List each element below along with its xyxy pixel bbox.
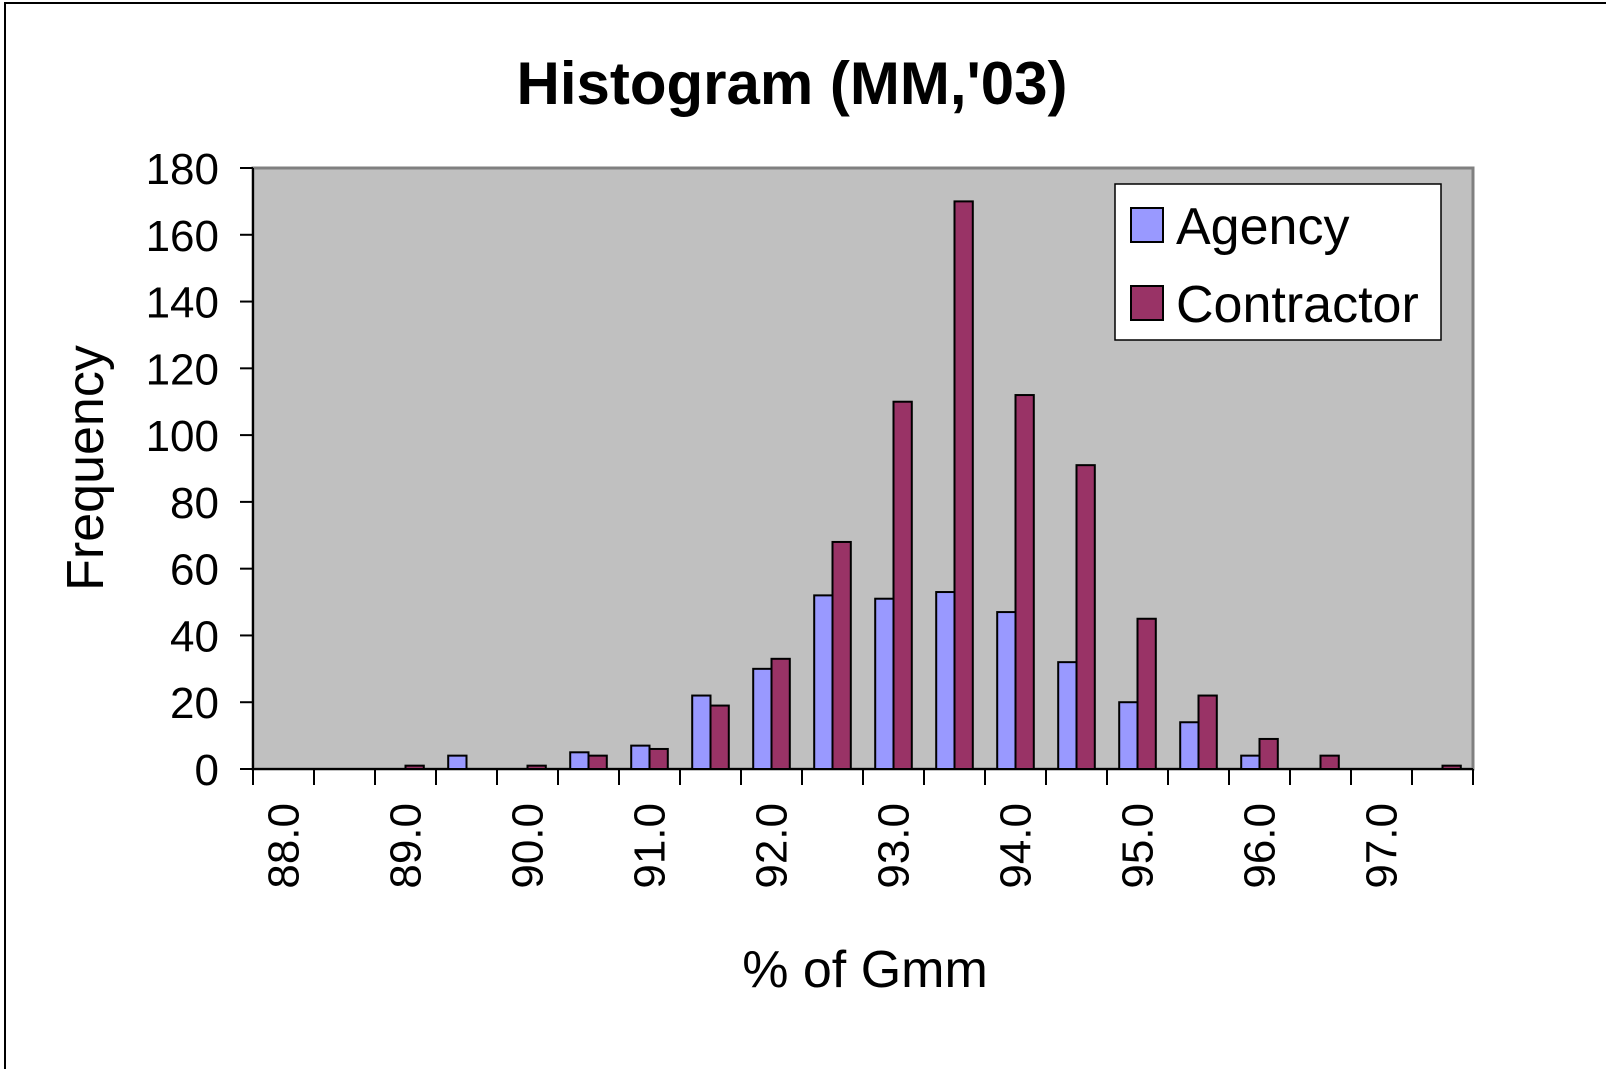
y-tick-label: 140 (146, 279, 219, 328)
x-tick-label: 91.0 (626, 803, 675, 889)
x-tick-label: 90.0 (504, 803, 553, 889)
y-tick-label: 40 (170, 612, 219, 661)
bar (953, 200, 974, 770)
x-tick-label: 93.0 (870, 803, 919, 889)
x-tick-label: 89.0 (382, 803, 431, 889)
bar (831, 540, 852, 771)
bar (587, 754, 608, 771)
x-tick-label: 92.0 (748, 803, 797, 889)
y-tick-label: 60 (170, 546, 219, 595)
legend-swatch (1130, 285, 1164, 321)
y-tick-label: 160 (146, 212, 219, 261)
y-axis-label: Frequency (57, 345, 115, 591)
bar (1057, 661, 1078, 771)
bar (996, 611, 1017, 770)
x-axis-label: % of Gmm (742, 941, 988, 999)
bar (752, 667, 773, 770)
bar (1179, 721, 1200, 770)
chart-title: Histogram (MM,'03) (517, 50, 1068, 117)
bar (1319, 754, 1340, 771)
x-tick-label: 96.0 (1236, 803, 1285, 889)
legend-swatch (1130, 207, 1164, 243)
x-tick-label: 97.0 (1358, 803, 1407, 889)
y-tick-label: 180 (146, 145, 219, 194)
y-tick-label: 80 (170, 479, 219, 528)
bar (1136, 617, 1157, 770)
legend-label: Contractor (1176, 276, 1419, 334)
y-tick-label: 0 (195, 746, 219, 795)
bar (1118, 701, 1139, 771)
legend-box (1114, 183, 1442, 341)
bar (770, 657, 791, 770)
bar (569, 751, 590, 770)
legend: Agency Contractor (1114, 183, 1442, 341)
bar (1240, 754, 1261, 771)
y-tick-label: 120 (146, 345, 219, 394)
bar (1258, 737, 1279, 771)
x-tick-label: 94.0 (992, 803, 1041, 889)
bar (1075, 464, 1096, 770)
bar (447, 754, 468, 771)
bar (1197, 694, 1218, 770)
bar (709, 704, 730, 770)
x-tick-label: 88.0 (260, 803, 309, 889)
legend-label: Agency (1176, 198, 1349, 256)
bar (691, 694, 712, 770)
bar (874, 597, 895, 771)
bar (1014, 394, 1035, 770)
x-tick-label: 95.0 (1114, 803, 1163, 889)
bar (892, 400, 913, 770)
bar (813, 594, 834, 771)
bar (935, 591, 956, 770)
y-tick-label: 20 (170, 679, 219, 728)
bar (648, 747, 669, 771)
bar (630, 744, 651, 771)
y-tick-label: 100 (146, 412, 219, 461)
